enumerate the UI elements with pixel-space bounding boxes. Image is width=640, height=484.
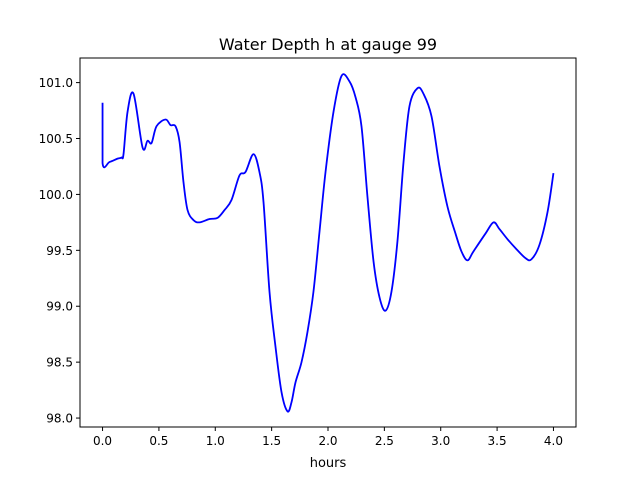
x-axis-label: hours [310,456,347,471]
y-tick-label: 100.0 [39,188,73,202]
x-tick-label: 4.0 [544,434,563,448]
x-tick-label: 3.0 [431,434,450,448]
y-tick-label: 98.5 [46,356,73,370]
chart-title: Water Depth h at gauge 99 [219,35,437,54]
x-tick-label: 0.0 [93,434,112,448]
x-tick-label: 1.5 [262,434,281,448]
x-tick-label: 2.0 [318,434,337,448]
y-tick-label: 98.0 [46,412,73,426]
x-tick-label: 0.5 [149,434,168,448]
series-line-h [101,73,555,413]
x-tick-label: 1.0 [206,434,225,448]
axes-frame [79,57,577,428]
y-tick-label: 100.5 [39,132,73,146]
plot-area [101,73,555,413]
y-tick-label: 101.0 [39,76,73,90]
x-tick-label: 3.5 [488,434,507,448]
y-tick-label: 99.5 [46,244,73,258]
y-axis: 98.0 98.5 99.0 99.5 100.0 100.5 101.0 [39,76,80,426]
x-tick-label: 2.5 [375,434,394,448]
x-axis: 0.0 0.5 1.0 1.5 2.0 2.5 3.0 3.5 4.0 [93,427,563,448]
y-tick-label: 99.0 [46,300,73,314]
